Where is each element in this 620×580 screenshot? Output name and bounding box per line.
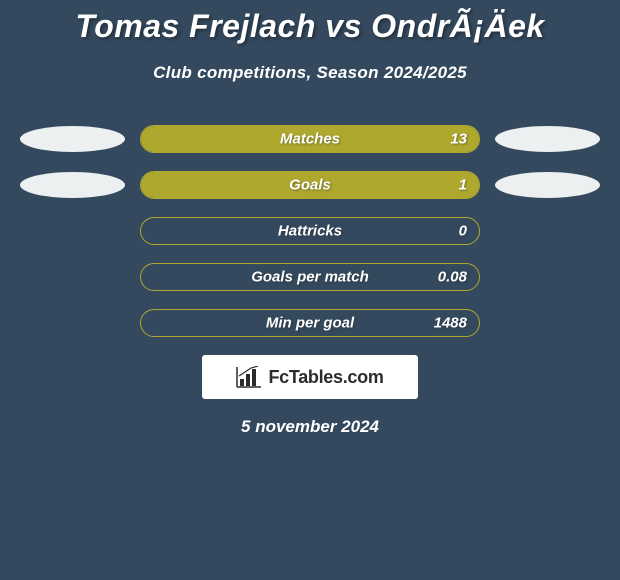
stat-bar: Min per goal 1488	[140, 309, 480, 337]
stat-label: Goals per match	[251, 269, 369, 286]
right-ellipse	[495, 172, 600, 198]
stat-value: 1	[459, 177, 467, 194]
stat-row: Min per goal 1488	[0, 309, 620, 337]
stat-bar-wrap: Goals per match 0.08	[140, 263, 480, 291]
stat-value: 0.08	[438, 269, 467, 286]
stat-bar-wrap: Matches 13	[140, 125, 480, 153]
stat-value: 13	[450, 131, 467, 148]
stat-value: 0	[459, 223, 467, 240]
footer-logo-text: FcTables.com	[268, 367, 383, 388]
stat-bar-wrap: Min per goal 1488	[140, 309, 480, 337]
stat-label: Matches	[280, 131, 340, 148]
left-ellipse	[20, 126, 125, 152]
stat-row: Matches 13	[0, 125, 620, 153]
stat-row: Goals per match 0.08	[0, 263, 620, 291]
stat-bar: Matches 13	[140, 125, 480, 153]
left-ellipse	[20, 172, 125, 198]
stat-bar-wrap: Hattricks 0	[140, 217, 480, 245]
stat-label: Hattricks	[278, 223, 342, 240]
stat-value: 1488	[434, 315, 467, 332]
stat-rows: Matches 13 Goals 1 Hattricks 0 Goals per match…	[0, 125, 620, 337]
stat-bar: Goals per match 0.08	[140, 263, 480, 291]
footer-logo: FcTables.com	[202, 355, 418, 399]
stat-bar: Hattricks 0	[140, 217, 480, 245]
stat-bar-wrap: Goals 1	[140, 171, 480, 199]
stat-row: Hattricks 0	[0, 217, 620, 245]
right-ellipse	[495, 126, 600, 152]
stat-row: Goals 1	[0, 171, 620, 199]
date-label: 5 november 2024	[0, 417, 620, 437]
stat-label: Goals	[289, 177, 331, 194]
subtitle: Club competitions, Season 2024/2025	[0, 63, 620, 83]
stat-bar: Goals 1	[140, 171, 480, 199]
bar-chart-icon	[236, 366, 262, 388]
page-title: Tomas Frejlach vs OndrÃ¡Äek	[0, 8, 620, 45]
stat-label: Min per goal	[266, 315, 354, 332]
comparison-infographic: Tomas Frejlach vs OndrÃ¡Äek Club competi…	[0, 0, 620, 437]
